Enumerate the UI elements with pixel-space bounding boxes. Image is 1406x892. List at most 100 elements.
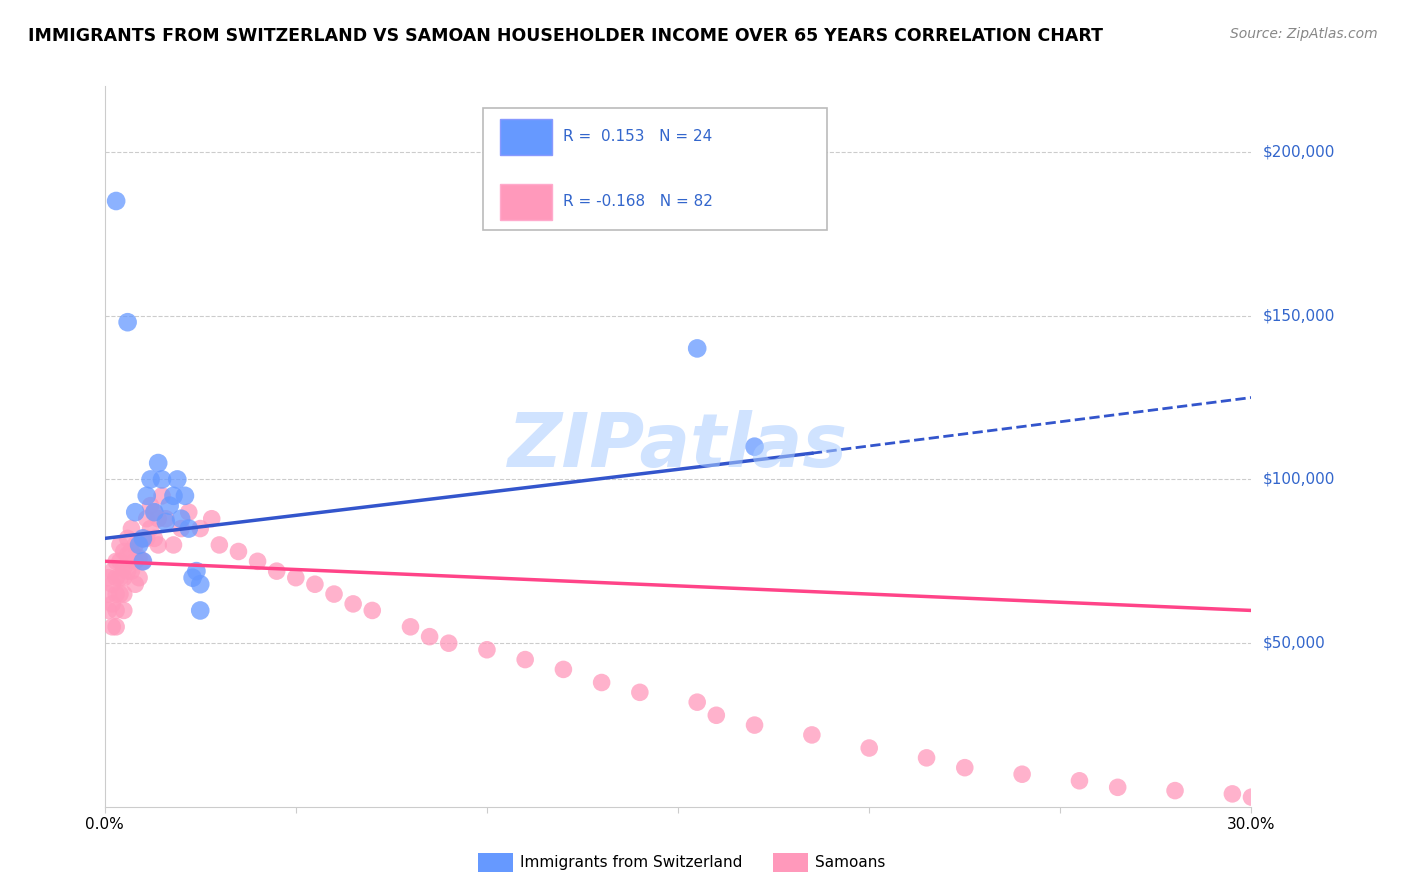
Point xyxy=(101,577,124,591)
Point xyxy=(704,708,727,723)
Point xyxy=(188,522,211,536)
Point xyxy=(1011,767,1033,781)
Point xyxy=(132,532,155,546)
Point xyxy=(120,544,142,558)
Point xyxy=(475,642,498,657)
Point xyxy=(148,456,170,470)
Point xyxy=(686,342,709,356)
Point xyxy=(1222,787,1244,801)
Text: $100,000: $100,000 xyxy=(1263,472,1336,487)
Point xyxy=(143,532,166,546)
Point xyxy=(166,472,188,486)
Point xyxy=(686,695,709,709)
Point xyxy=(148,512,170,526)
Text: $50,000: $50,000 xyxy=(1263,636,1326,650)
Point xyxy=(177,505,200,519)
Point xyxy=(128,571,150,585)
Point xyxy=(188,603,211,617)
Point xyxy=(97,587,120,601)
Point xyxy=(744,440,766,454)
Point xyxy=(304,577,326,591)
Point xyxy=(112,571,135,585)
Point xyxy=(1164,783,1187,797)
Point xyxy=(201,512,224,526)
Point xyxy=(132,532,155,546)
Point xyxy=(858,741,880,756)
Point xyxy=(188,577,211,591)
Point xyxy=(120,564,142,578)
Point xyxy=(117,564,139,578)
Point xyxy=(162,489,184,503)
Point xyxy=(97,603,120,617)
Point xyxy=(128,551,150,566)
Point xyxy=(744,718,766,732)
Text: Source: ZipAtlas.com: Source: ZipAtlas.com xyxy=(1230,27,1378,41)
Point xyxy=(150,472,173,486)
FancyBboxPatch shape xyxy=(501,119,553,155)
Point xyxy=(361,603,384,617)
Text: Samoans: Samoans xyxy=(815,855,886,870)
Point xyxy=(105,571,128,585)
Point xyxy=(108,554,131,568)
Point xyxy=(323,587,346,601)
Point xyxy=(117,548,139,562)
Point xyxy=(112,561,135,575)
Point xyxy=(515,652,537,666)
Point xyxy=(139,472,162,486)
Text: $200,000: $200,000 xyxy=(1263,145,1336,160)
Text: $150,000: $150,000 xyxy=(1263,308,1336,323)
Point xyxy=(1240,790,1263,805)
Text: R =  0.153   N = 24: R = 0.153 N = 24 xyxy=(564,129,713,145)
Point xyxy=(139,522,162,536)
Point xyxy=(155,515,177,529)
Point xyxy=(117,532,139,546)
Point xyxy=(120,522,142,536)
Point xyxy=(101,597,124,611)
Point xyxy=(124,538,146,552)
Point xyxy=(105,194,128,208)
Point xyxy=(591,675,613,690)
Point xyxy=(135,489,157,503)
Point xyxy=(181,571,204,585)
Point xyxy=(124,554,146,568)
Point xyxy=(105,554,128,568)
Point xyxy=(170,512,193,526)
Point xyxy=(124,505,146,519)
Point xyxy=(800,728,823,742)
Point xyxy=(155,512,177,526)
FancyBboxPatch shape xyxy=(484,108,827,230)
Point xyxy=(139,499,162,513)
Point xyxy=(117,315,139,329)
Point xyxy=(101,564,124,578)
Text: R = -0.168   N = 82: R = -0.168 N = 82 xyxy=(564,194,713,209)
Point xyxy=(105,620,128,634)
Point xyxy=(186,564,208,578)
Point xyxy=(124,577,146,591)
Point xyxy=(148,538,170,552)
Text: IMMIGRANTS FROM SWITZERLAND VS SAMOAN HOUSEHOLDER INCOME OVER 65 YEARS CORRELATI: IMMIGRANTS FROM SWITZERLAND VS SAMOAN HO… xyxy=(28,27,1104,45)
Point xyxy=(143,505,166,519)
Point xyxy=(128,538,150,552)
Point xyxy=(266,564,288,578)
Point xyxy=(143,505,166,519)
Point xyxy=(553,662,575,676)
Point xyxy=(228,544,250,558)
Point xyxy=(105,587,128,601)
Point xyxy=(150,489,173,503)
Point xyxy=(419,630,441,644)
Point xyxy=(208,538,231,552)
Point xyxy=(132,554,155,568)
Point xyxy=(135,532,157,546)
Point xyxy=(1069,773,1091,788)
Point xyxy=(101,620,124,634)
Point xyxy=(170,522,193,536)
Point xyxy=(162,538,184,552)
Point xyxy=(105,603,128,617)
Point xyxy=(915,751,938,765)
Point xyxy=(108,538,131,552)
Point xyxy=(246,554,269,568)
Point xyxy=(112,587,135,601)
Point xyxy=(174,489,197,503)
Point xyxy=(135,512,157,526)
Point xyxy=(108,571,131,585)
